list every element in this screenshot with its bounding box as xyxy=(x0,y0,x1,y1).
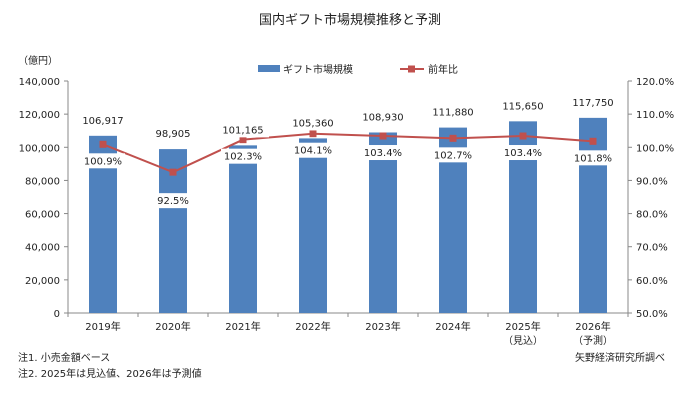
yoy-marker xyxy=(309,130,317,138)
bar xyxy=(229,145,257,313)
note-1: 注1. 小売金額ベース xyxy=(18,351,110,364)
y-tick-label: 20,000 xyxy=(25,276,60,287)
line-value-label: 100.9% xyxy=(84,156,122,167)
bar-value-label: 101,165 xyxy=(222,125,263,136)
yoy-marker xyxy=(169,168,177,176)
bar-value-label: 106,917 xyxy=(82,116,123,127)
bar xyxy=(369,132,397,313)
line-label-bg xyxy=(361,145,405,161)
x-tick-label: 2019年 xyxy=(85,320,120,333)
line-value-label: 102.7% xyxy=(434,150,472,161)
bar-label-bg xyxy=(497,98,549,114)
bar-label-bg xyxy=(567,94,619,110)
yoy-marker xyxy=(449,134,457,142)
bar-value-label: 98,905 xyxy=(156,129,191,140)
y-tick-label: 40,000 xyxy=(25,243,60,254)
yoy-marker xyxy=(519,132,527,140)
line-label-bg xyxy=(221,148,265,164)
y2-tick-label: 60.0% xyxy=(636,276,668,287)
bar-value-label: 111,880 xyxy=(432,108,473,119)
x-tick-sublabel: （見込） xyxy=(503,335,543,347)
line-label-bg xyxy=(151,193,195,209)
y-tick-label: 80,000 xyxy=(25,176,60,187)
line-value-label: 102.3% xyxy=(224,152,262,163)
bar-value-label: 117,750 xyxy=(572,98,613,109)
bar xyxy=(579,117,607,313)
bar-value-label: 108,930 xyxy=(362,112,403,123)
x-tick-label: 2022年 xyxy=(295,320,330,333)
bar-label-bg xyxy=(217,122,269,138)
x-tick-label: 2025年 xyxy=(505,320,540,333)
y-tick-label: 140,000 xyxy=(19,77,60,88)
x-tick-label: 2020年 xyxy=(155,320,190,333)
bar-label-bg xyxy=(147,126,199,142)
bar-value-label: 115,650 xyxy=(502,101,543,112)
y-tick-label: 100,000 xyxy=(19,143,60,154)
legend-line-label: 前年比 xyxy=(428,63,458,76)
y-axis-label: （億円） xyxy=(18,54,58,67)
line-label-bg xyxy=(291,142,335,158)
legend-line-marker xyxy=(408,65,415,73)
legend-bar-label: ギフト市場規模 xyxy=(283,63,353,76)
line-value-label: 101.8% xyxy=(574,153,612,164)
y2-tick-label: 120.0% xyxy=(636,77,674,88)
line-label-bg xyxy=(81,153,125,169)
x-tick-sublabel: （予測） xyxy=(573,334,613,347)
x-tick-label: 2023年 xyxy=(365,320,400,333)
bar-label-bg xyxy=(427,104,479,120)
y2-tick-label: 50.0% xyxy=(636,309,668,320)
bar-label-bg xyxy=(287,115,339,131)
line-label-bg xyxy=(431,147,475,163)
y2-tick-label: 100.0% xyxy=(636,143,674,154)
legend: ギフト市場規模 前年比 xyxy=(258,63,458,76)
bar-label-bg xyxy=(77,112,129,128)
note-2: 注2. 2025年は見込値、2026年は予測値 xyxy=(18,367,202,380)
line-value-label: 103.4% xyxy=(364,148,402,159)
yoy-marker xyxy=(589,137,597,145)
yoy-marker xyxy=(99,140,107,148)
x-tick-label: 2021年 xyxy=(225,320,260,333)
y2-tick-label: 70.0% xyxy=(636,243,668,254)
yoy-marker xyxy=(379,132,387,140)
y2-tick-label: 110.0% xyxy=(636,110,674,121)
y-tick-label: 120,000 xyxy=(19,110,60,121)
source-text: 矢野経済研究所調べ xyxy=(575,351,665,364)
chart-title: 国内ギフト市場規模推移と予測 xyxy=(259,12,441,28)
line-label-bg xyxy=(501,145,545,161)
x-tick-label: 2026年 xyxy=(575,320,610,333)
bar xyxy=(299,138,327,313)
x-tick-label: 2024年 xyxy=(435,320,470,333)
bar-label-bg xyxy=(357,109,409,125)
yoy-marker xyxy=(239,136,247,144)
yoy-line xyxy=(102,132,594,174)
legend-bar-swatch xyxy=(258,65,280,72)
y-tick-label: 60,000 xyxy=(25,210,60,221)
bar xyxy=(159,149,187,313)
y-tick-label: 0 xyxy=(54,309,60,320)
bar-value-label: 105,360 xyxy=(292,118,333,129)
line-label-bg xyxy=(571,150,615,166)
line-value-label: 103.4% xyxy=(504,148,542,159)
line-value-label: 104.1% xyxy=(294,146,332,157)
y2-tick-label: 80.0% xyxy=(636,210,668,221)
line-value-label: 92.5% xyxy=(157,196,189,207)
y2-tick-label: 90.0% xyxy=(636,176,668,187)
